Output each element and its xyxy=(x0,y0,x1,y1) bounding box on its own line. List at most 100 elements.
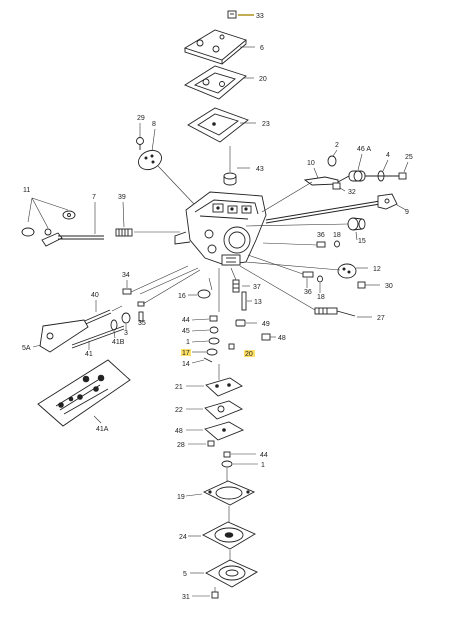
label-13: 13 xyxy=(254,299,262,306)
label-5a: 5A xyxy=(22,345,31,352)
adjuster-27 xyxy=(314,307,356,317)
label-35: 35 xyxy=(138,320,146,327)
plate-21 xyxy=(205,377,243,397)
screw-44-upper xyxy=(209,315,218,322)
label-34: 34 xyxy=(122,272,130,279)
gasket-19 xyxy=(202,480,256,506)
label-12: 12 xyxy=(373,266,381,273)
washer-3 xyxy=(121,312,131,324)
screw-35-head xyxy=(137,301,145,307)
screw-36-upper xyxy=(316,241,326,248)
shaft-41 xyxy=(71,325,125,349)
screw-25 xyxy=(398,172,407,180)
choke-shaft-7 xyxy=(58,235,104,240)
label-6: 6 xyxy=(260,45,264,52)
plate-48-lower xyxy=(204,421,245,441)
plug-43 xyxy=(223,172,237,186)
label-7: 7 xyxy=(92,194,96,201)
carburetor-body xyxy=(174,191,267,266)
cover-5 xyxy=(205,559,258,588)
plug-16 xyxy=(197,289,211,299)
label-3: 3 xyxy=(124,330,128,337)
screw-33 xyxy=(227,10,237,19)
label-31: 31 xyxy=(182,594,190,601)
pump-diaphragm-20 xyxy=(184,65,247,100)
label-9: 9 xyxy=(405,209,409,216)
needle-14 xyxy=(203,357,213,363)
spring-46a xyxy=(348,170,366,182)
label-21: 21 xyxy=(175,384,183,391)
label-14: 14 xyxy=(182,361,190,368)
screw-29 xyxy=(136,137,144,150)
label-24: 24 xyxy=(179,534,187,541)
label-19: 19 xyxy=(177,494,185,501)
label-1-upper: 1 xyxy=(186,339,190,346)
screw-34 xyxy=(122,288,132,295)
label-5: 5 xyxy=(183,571,187,578)
label-45: 45 xyxy=(182,328,190,335)
label-41b: 41B xyxy=(112,339,125,346)
screw-20 xyxy=(228,343,235,350)
label-48-lower: 48 xyxy=(175,428,183,435)
label-32: 32 xyxy=(348,189,356,196)
spring-39 xyxy=(115,228,133,237)
lever-5a xyxy=(39,319,89,353)
label-8: 8 xyxy=(152,121,156,128)
label-46a: 46 A xyxy=(357,146,371,153)
ring-1-lower xyxy=(221,460,233,468)
washer-45 xyxy=(209,326,219,334)
screw-30 xyxy=(357,281,366,289)
label-36-lower: 36 xyxy=(304,289,312,296)
screw-36-lower xyxy=(302,271,314,278)
label-15: 15 xyxy=(358,238,366,245)
label-4: 4 xyxy=(386,152,390,159)
kit-panel-41a xyxy=(37,359,131,427)
label-41a: 41A xyxy=(96,426,109,433)
label-20-top: 20 xyxy=(259,76,267,83)
label-23: 23 xyxy=(262,121,270,128)
ring-1-upper xyxy=(208,337,220,345)
label-36-upper: 36 xyxy=(317,232,325,239)
plate-12 xyxy=(337,263,357,279)
label-33: 33 xyxy=(256,13,264,20)
label-28: 28 xyxy=(177,442,185,449)
spring-35 xyxy=(138,311,144,322)
pin-18-lower xyxy=(317,275,323,283)
label-10: 10 xyxy=(307,160,315,167)
label-16: 16 xyxy=(178,293,186,300)
label-20-bottom: 20 xyxy=(245,351,253,358)
pin-18-upper xyxy=(334,240,340,248)
label-48-right: 48 xyxy=(278,335,286,342)
label-25: 25 xyxy=(405,154,413,161)
label-18-upper: 18 xyxy=(333,232,341,239)
label-44-lower: 44 xyxy=(260,452,268,459)
label-39: 39 xyxy=(118,194,126,201)
label-1-lower: 1 xyxy=(261,462,265,469)
label-17: 17 xyxy=(182,350,190,357)
throttle-drum-15 xyxy=(347,217,366,231)
choke-lever-assembly-11 xyxy=(21,210,76,247)
screw-44-lower xyxy=(223,451,231,458)
pump-cover-6 xyxy=(183,29,247,65)
label-40: 40 xyxy=(91,292,99,299)
label-18-lower: 18 xyxy=(317,294,325,301)
disc-17 xyxy=(206,348,218,356)
label-49: 49 xyxy=(262,321,270,328)
label-22: 22 xyxy=(175,407,183,414)
label-37: 37 xyxy=(253,284,261,291)
label-30: 30 xyxy=(385,283,393,290)
screw-49 xyxy=(235,319,246,327)
pump-gasket-23 xyxy=(187,107,249,143)
label-29: 29 xyxy=(137,115,145,122)
label-43: 43 xyxy=(256,166,264,173)
plate-8 xyxy=(138,149,162,171)
screw-48-right xyxy=(261,333,271,341)
label-44-upper: 44 xyxy=(182,317,190,324)
diaphragm-24 xyxy=(202,521,256,550)
label-41: 41 xyxy=(85,351,93,358)
label-11: 11 xyxy=(23,187,30,194)
washer-2 xyxy=(327,155,337,167)
gasket-22 xyxy=(204,400,243,420)
pin-13 xyxy=(241,291,247,311)
screw-31 xyxy=(211,591,219,599)
